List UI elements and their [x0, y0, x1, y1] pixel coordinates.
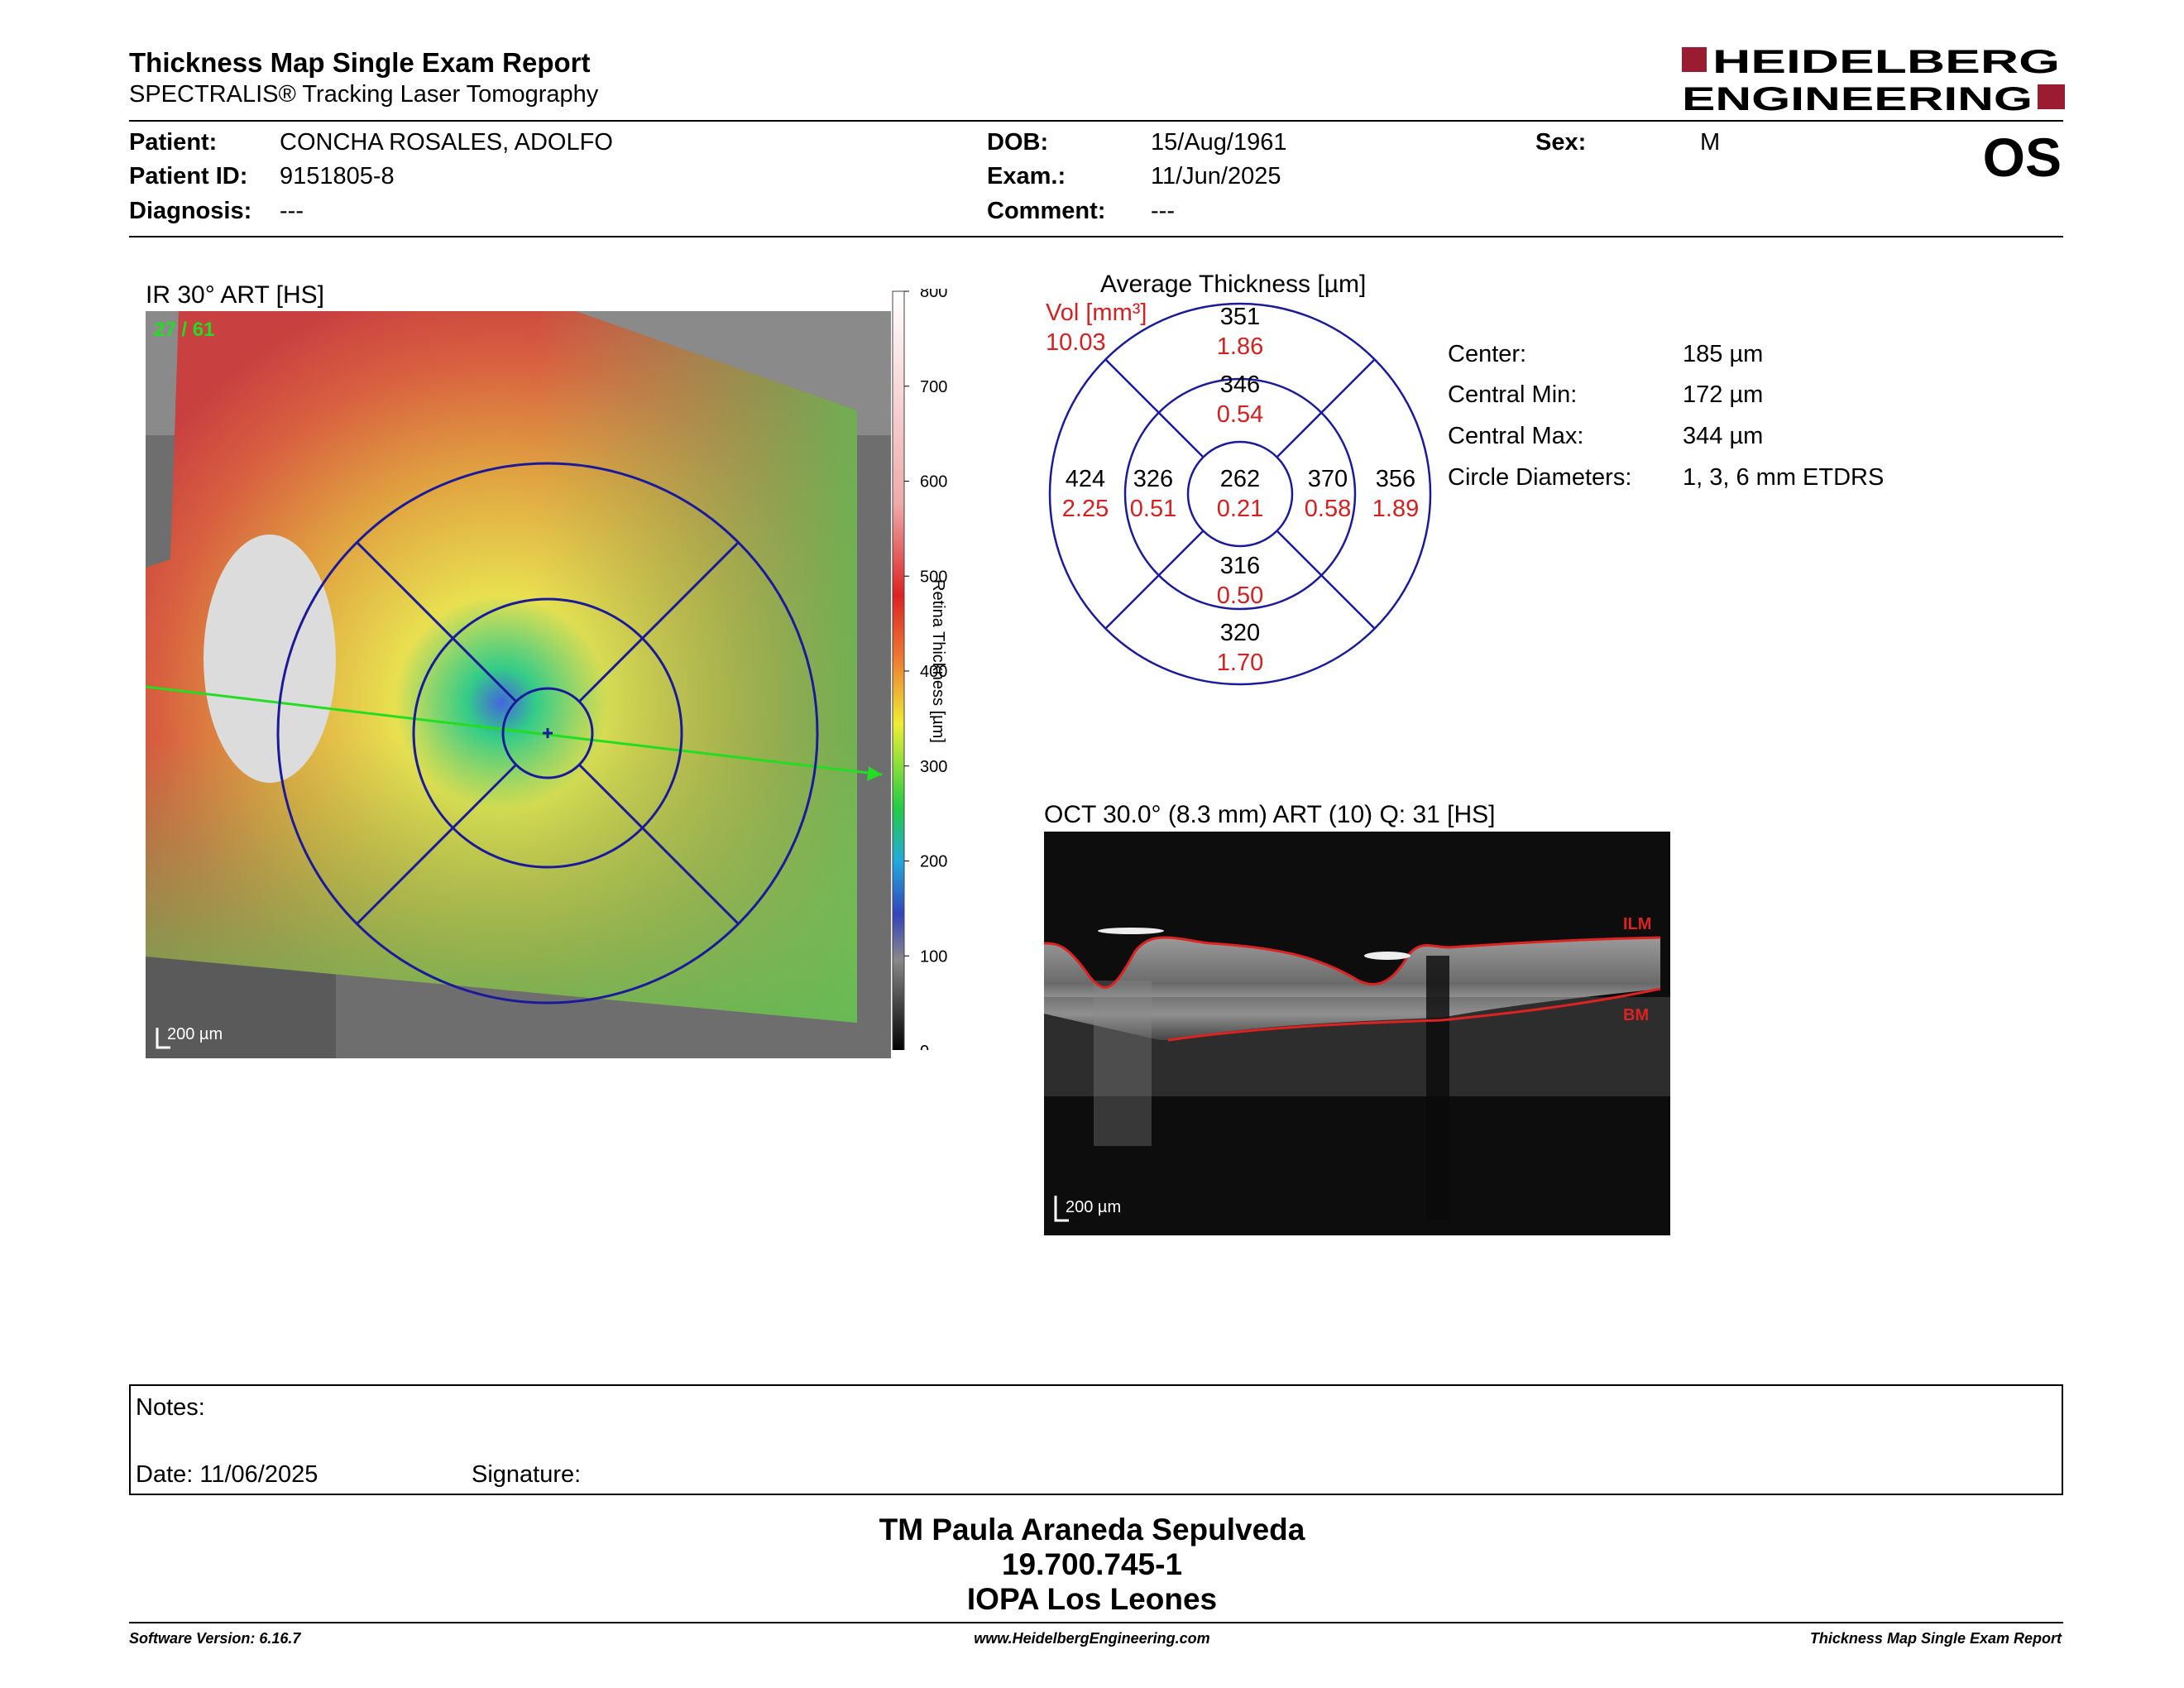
- scale-bar-icon: [156, 1028, 170, 1049]
- sex-label: Sex:: [1535, 129, 1587, 156]
- inner-bottom-volume: 0.50: [1217, 583, 1263, 609]
- central-min-value: 172 µm: [1683, 381, 1764, 408]
- center-thickness: 262: [1220, 466, 1260, 492]
- vessel-shadow: [1426, 956, 1449, 1220]
- inner-right-volume: 0.58: [1305, 496, 1351, 522]
- outer-bottom-volume: 1.70: [1217, 650, 1263, 676]
- vol-value: 10.03: [1046, 329, 1106, 356]
- ilm-line: [1043, 936, 1661, 989]
- central-min-label: Central Min:: [1448, 381, 1578, 408]
- etdrs-grid-overlay: [276, 462, 819, 1005]
- center-stat-label: Center:: [1448, 341, 1527, 367]
- outer-right-thickness: 356: [1376, 466, 1415, 492]
- report-subtitle: SPECTRALIS® Tracking Laser Tomography: [129, 81, 599, 108]
- software-version: Software Version: 6.16.7: [129, 1630, 301, 1647]
- central-max-label: Central Max:: [1448, 423, 1584, 449]
- footer-divider: [129, 1622, 2063, 1623]
- logo-line-1: HEIDELBERG: [1712, 45, 2060, 80]
- oct-scale-label: 200 µm: [1066, 1198, 1121, 1216]
- sex-value: M: [1700, 129, 1721, 156]
- inner-left-thickness: 326: [1133, 466, 1173, 492]
- patient-id: 9151805-8: [280, 163, 395, 189]
- logo-square-top: [1682, 47, 1707, 72]
- outer-top-thickness: 351: [1220, 304, 1260, 330]
- colorbar-tick-label: 700: [920, 378, 947, 396]
- thickness-colorbar: 800 700 600 500 400 300 200 100 0: [890, 283, 973, 1061]
- etdrs-diagram: 351 1.86 346 0.54 424 2.25 326 0.51 262 …: [1042, 296, 1439, 693]
- dob-label: DOB:: [987, 129, 1049, 156]
- oct-scale-bar-icon: [1054, 1196, 1069, 1222]
- outer-top-volume: 1.86: [1217, 333, 1263, 360]
- center-volume: 0.21: [1217, 496, 1263, 522]
- comment-label: Comment:: [987, 198, 1106, 224]
- outer-left-volume: 2.25: [1062, 496, 1109, 522]
- inner-top-thickness: 346: [1220, 372, 1260, 398]
- patient-label: Patient:: [129, 129, 218, 156]
- exam-value: 11/Jun/2025: [1151, 163, 1281, 189]
- oct-bscan: ILM BM 200 µm: [1043, 832, 1670, 1235]
- logo-line-2: ENGINEERING: [1682, 81, 2033, 117]
- signature-name: TM Paula Araneda Sepulveda: [879, 1513, 1305, 1547]
- dob-value: 15/Aug/1961: [1151, 129, 1287, 156]
- inner-left-volume: 0.51: [1130, 496, 1176, 522]
- ilm-label: ILM: [1623, 915, 1651, 933]
- footer-report-name: Thickness Map Single Exam Report: [1809, 1630, 2062, 1647]
- exam-label: Exam.:: [987, 163, 1066, 189]
- scan-arrow-icon: [867, 766, 882, 781]
- header-divider: [129, 120, 2063, 122]
- inner-top-volume: 0.54: [1217, 401, 1263, 428]
- outer-left-thickness: 424: [1066, 466, 1105, 492]
- optic-disc: [204, 535, 336, 783]
- colorbar-tick-label: 0: [920, 1043, 929, 1050]
- patient-id-label: Patient ID:: [129, 163, 248, 189]
- oct-scan-line: [145, 685, 883, 776]
- inner-ring: [1123, 377, 1357, 611]
- retina-layer: [1044, 937, 1660, 1040]
- date-label: Date: 11/06/2025: [136, 1461, 318, 1488]
- etdrs-title: Average Thickness [µm]: [1100, 271, 1367, 298]
- colorbar-tick-label: 200: [920, 853, 947, 871]
- fundus-thickness-map: 200 µm 27 / 61: [145, 311, 891, 1058]
- heidelberg-logo: HEIDELBERG ENGINEERING: [1682, 44, 2065, 119]
- bm-label: BM: [1623, 1006, 1649, 1024]
- diagnosis-value: ---: [280, 198, 304, 224]
- comment-value: ---: [1151, 198, 1175, 224]
- signature-id: 19.700.745-1: [1001, 1547, 1183, 1581]
- report-title: Thickness Map Single Exam Report: [129, 47, 591, 78]
- signature-label: Signature:: [472, 1461, 582, 1488]
- website-link[interactable]: www.HeidelbergEngineering.com: [974, 1630, 1210, 1647]
- outer-bottom-thickness: 320: [1220, 620, 1260, 646]
- circle-diameters-label: Circle Diameters:: [1448, 464, 1632, 491]
- inner-bottom-thickness: 316: [1220, 553, 1260, 579]
- central-max-value: 344 µm: [1683, 423, 1764, 449]
- center-ring: [1186, 440, 1294, 548]
- center-stat-value: 185 µm: [1683, 341, 1764, 367]
- colorbar-tick-label: 100: [920, 947, 947, 966]
- fundus-title: IR 30° ART [HS]: [146, 281, 324, 309]
- circle-diameters-value: 1, 3, 6 mm ETDRS: [1683, 464, 1885, 491]
- fundus-scale-label: 200 µm: [167, 1025, 223, 1043]
- colorbar-tick-label: 800: [920, 289, 947, 301]
- vol-label: Vol [mm³]: [1046, 300, 1147, 326]
- inner-right-thickness: 370: [1308, 466, 1348, 492]
- signature-institution: IOPA Los Leones: [966, 1582, 1218, 1616]
- colorbar-tick-label: 600: [920, 473, 947, 492]
- notes-box[interactable]: Notes: Date: 11/06/2025 Signature:: [129, 1384, 2063, 1495]
- colorbar-tick-label: 500: [920, 568, 947, 586]
- notes-label: Notes:: [136, 1394, 205, 1421]
- outer-right-volume: 1.89: [1372, 496, 1419, 522]
- colorbar-label: Retina Thickness [µm]: [929, 579, 947, 743]
- eye-label: OS: [1982, 127, 2062, 188]
- frame-counter: 27 / 61: [154, 319, 214, 341]
- colorbar-tick-label: 400: [920, 663, 947, 681]
- logo-square-bottom: [2038, 84, 2065, 109]
- oct-title: OCT 30.0° (8.3 mm) ART (10) Q: 31 [HS]: [1044, 801, 1496, 828]
- patient-name: CONCHA ROSALES, ADOLFO: [280, 129, 613, 156]
- outer-ring: [1048, 302, 1432, 686]
- colorbar-tick-label: 300: [920, 758, 947, 776]
- bm-line: [1167, 987, 1661, 1042]
- patient-divider: [129, 236, 2063, 237]
- diagnosis-label: Diagnosis:: [129, 198, 252, 224]
